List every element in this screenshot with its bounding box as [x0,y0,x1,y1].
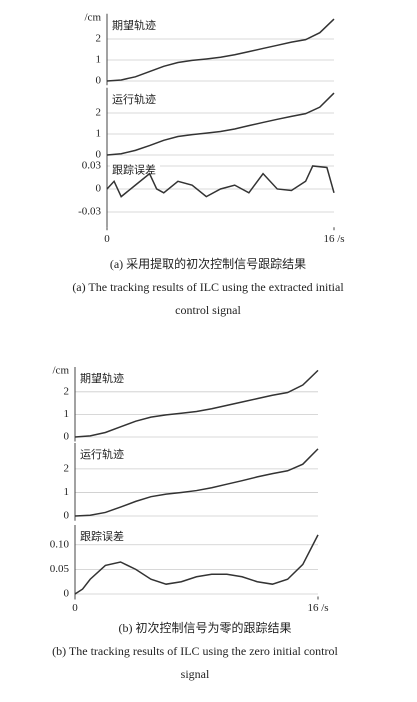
y-tick-label: 2 [96,33,102,45]
panel-label: 期望轨迹 [112,18,156,32]
y-tick-label: 0 [64,510,70,522]
y-tick-label: 1 [96,128,102,140]
y-tick-label: 0 [96,182,102,194]
y-axis-label: /cm [85,11,102,23]
panel-label: 跟踪误差 [112,162,156,176]
x-tick-label: 16 /s [323,233,344,245]
x-tick-label: 0 [104,233,110,245]
y-tick-label: 1 [96,54,102,66]
label-bg [110,162,160,178]
caption-en: (a) The tracking results of ILC using th… [72,280,344,294]
caption-en: signal [181,667,210,681]
y-axis-label: /cm [53,365,70,377]
y-tick-label: 0 [96,149,102,161]
panel-label: 跟踪误差 [80,529,124,543]
y-tick-label: 0 [96,75,102,87]
label-bg [78,371,128,386]
y-tick-label: 0.10 [50,538,70,550]
panel-label: 运行轨迹 [80,447,124,461]
y-tick-label: 0 [64,431,70,443]
x-tick-label: 0 [72,602,78,614]
label-bg [110,17,160,33]
data-line [106,92,335,156]
y-tick-label: 2 [64,462,70,474]
caption-en: control signal [175,303,241,317]
label-bg [78,447,128,462]
y-tick-label: 0 [64,588,70,600]
y-tick-label: -0.03 [78,205,101,217]
y-tick-label: 0.03 [82,159,102,171]
y-tick-label: 1 [64,408,70,420]
y-tick-label: 0.05 [50,563,70,575]
panel-label: 运行轨迹 [112,92,156,106]
caption-en: (b) The tracking results of ILC using th… [52,644,338,658]
y-tick-label: 2 [96,107,102,119]
data-line [106,18,335,82]
caption-zh: (a) 采用提取的初次控制信号跟踪结果 [110,256,306,271]
label-bg [110,91,160,107]
caption-zh: (b) 初次控制信号为零的跟踪结果 [119,620,292,635]
y-tick-label: 1 [64,486,70,498]
data-line [74,534,319,595]
panel-label: 期望轨迹 [80,371,124,385]
data-line [74,369,319,438]
data-line [106,165,335,198]
data-line [74,448,319,517]
label-bg [78,529,128,544]
x-tick-label: 16 /s [307,602,328,614]
y-tick-label: 2 [64,385,70,397]
